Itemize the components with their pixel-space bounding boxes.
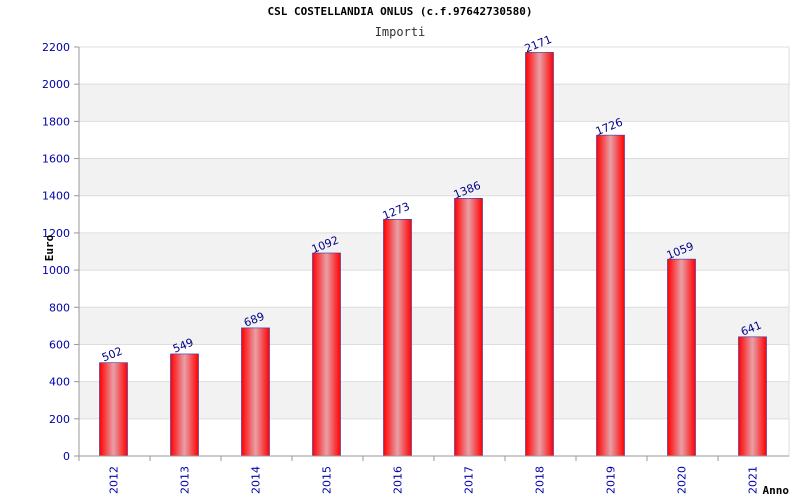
- bar: [99, 362, 128, 457]
- y-tick-label: 800: [49, 301, 70, 314]
- y-tick-label: 400: [49, 376, 70, 389]
- x-tick-label: 2017: [463, 466, 476, 494]
- y-tick-label: 1800: [42, 115, 70, 128]
- y-tick-label: 1400: [42, 190, 70, 203]
- x-tick-label: 2016: [392, 466, 405, 494]
- chart-subtitle: Importi: [374, 25, 426, 39]
- bar: [667, 258, 696, 457]
- grid-band: [79, 158, 789, 196]
- x-tick-label: 2014: [250, 466, 263, 494]
- x-tick-label: 2013: [179, 466, 192, 494]
- background-bands: [79, 84, 789, 419]
- data-label: 2171: [523, 33, 554, 56]
- bar: [596, 134, 625, 457]
- y-tick-label: 600: [49, 338, 70, 351]
- chart-title: CSL COSTELLANDIA ONLUS (c.f.97642730580): [267, 5, 533, 18]
- x-tick-label: 2021: [747, 466, 760, 494]
- y-tick-label: 0: [63, 450, 70, 463]
- axes: [74, 46, 790, 461]
- grid-band: [79, 84, 789, 122]
- bar: [525, 52, 554, 457]
- data-label: 1273: [381, 200, 412, 223]
- bar: [312, 252, 341, 457]
- data-label: 502: [100, 344, 124, 364]
- x-tick-label: 2019: [605, 466, 618, 494]
- y-tick-label: 1000: [42, 264, 70, 277]
- y-tick-label: 2200: [42, 41, 70, 54]
- bars: [99, 52, 767, 457]
- y-tick-label: 1600: [42, 153, 70, 166]
- bar: [738, 336, 767, 457]
- x-tick-label: 2012: [108, 466, 121, 494]
- bar: [241, 327, 270, 457]
- x-axis-title: Anno: [763, 484, 790, 497]
- y-axis-title: Euro: [43, 234, 56, 261]
- y-tick-label: 200: [49, 413, 70, 426]
- x-tick-label: 2015: [321, 466, 334, 494]
- x-tick-label: 2020: [676, 466, 689, 494]
- x-tick-label: 2018: [534, 466, 547, 494]
- y-tick-label: 2000: [42, 78, 70, 91]
- bar: [383, 219, 412, 457]
- bar: [170, 353, 199, 457]
- y-tick-label: 1200: [42, 227, 70, 240]
- bar: [454, 198, 483, 457]
